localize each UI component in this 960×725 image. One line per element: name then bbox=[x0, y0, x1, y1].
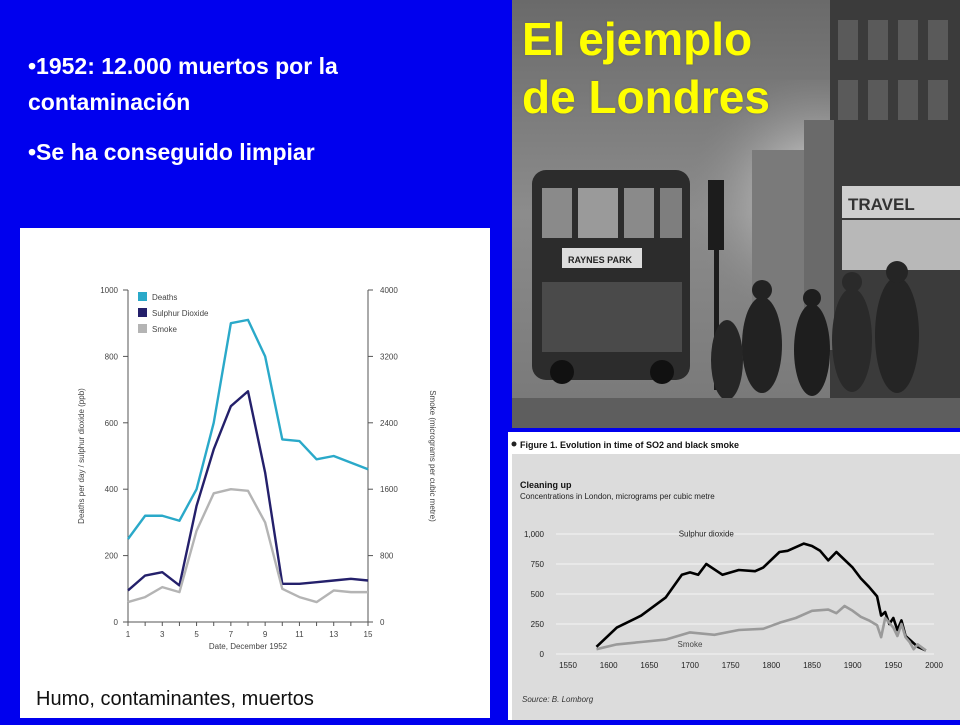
y-tick-label-right: 4000 bbox=[380, 286, 398, 295]
y-tick-label-right: 2400 bbox=[380, 419, 398, 428]
bullet-item: •Se ha conseguido limpiar bbox=[28, 139, 315, 165]
london-smog-photo: TRAVEL RAYNES PARK bbox=[512, 0, 960, 428]
legend-swatch bbox=[138, 324, 147, 333]
x-tick-label: 9 bbox=[263, 630, 268, 639]
y-tick-label: 0 bbox=[540, 650, 545, 659]
series-line-deaths bbox=[127, 318, 369, 540]
y-tick-label-left: 800 bbox=[105, 352, 119, 361]
legend-label: Deaths bbox=[152, 293, 177, 302]
y-tick-label: 250 bbox=[531, 620, 545, 629]
y-axis-label-left: Deaths per day / sulphur dioxide (ppb) bbox=[77, 388, 86, 524]
y-tick-label-right: 800 bbox=[380, 552, 394, 561]
chart-title: Cleaning up bbox=[520, 480, 572, 490]
bus-destination: RAYNES PARK bbox=[568, 255, 633, 265]
y-tick-label-left: 200 bbox=[105, 552, 119, 561]
x-tick-label: 1700 bbox=[681, 661, 699, 670]
travel-sign: TRAVEL bbox=[848, 195, 915, 214]
y-tick-label-left: 600 bbox=[105, 419, 119, 428]
legend-swatch bbox=[138, 292, 147, 301]
cleaning-up-chart-svg: Figure 1. Evolution in time of SO2 and b… bbox=[508, 432, 960, 720]
x-tick-label: 2000 bbox=[925, 661, 943, 670]
chart-subtitle: Concentrations in London, micrograms per… bbox=[520, 492, 715, 501]
y-tick-label-right: 1600 bbox=[380, 485, 398, 494]
x-tick-label: 13 bbox=[329, 630, 338, 639]
y-tick-label-left: 400 bbox=[105, 485, 119, 494]
legend-swatch bbox=[138, 308, 147, 317]
y-axis-label-right: Smoke (micrograms per cubic metre) bbox=[428, 390, 437, 522]
y-tick-label: 750 bbox=[531, 560, 545, 569]
chart-source: Source: B. Lomborg bbox=[522, 695, 594, 704]
x-tick-label: 11 bbox=[295, 630, 304, 639]
x-tick-label: 1800 bbox=[762, 661, 780, 670]
y-tick-label-right: 3200 bbox=[380, 352, 398, 361]
y-tick-label-left: 0 bbox=[114, 618, 119, 627]
legend-label: Sulphur Dioxide bbox=[152, 309, 209, 318]
x-tick-label: 1750 bbox=[722, 661, 740, 670]
chart-caption: Humo, contaminantes, muertos bbox=[36, 688, 314, 710]
y-tick-label: 500 bbox=[531, 590, 545, 599]
bullet-list: •1952: 12.000 muertos por la contaminaci… bbox=[28, 48, 498, 184]
y-tick-label: 1,000 bbox=[524, 530, 545, 539]
bullet-item: •1952: 12.000 muertos por la contaminaci… bbox=[28, 53, 338, 115]
december-1952-chart: 0 200 400 600 800 1000 0 800 1600 2400 3200 4000 1 3 5… bbox=[20, 228, 490, 718]
cleaning-up-chart: Figure 1. Evolution in time of SO2 and b… bbox=[508, 432, 960, 720]
x-axis-label: Date, December 1952 bbox=[209, 642, 288, 651]
series-line-smoke bbox=[127, 488, 368, 604]
x-tick-label: 7 bbox=[229, 630, 234, 639]
series-annotation: Smoke bbox=[678, 640, 703, 649]
x-tick-label: 1850 bbox=[803, 661, 821, 670]
legend-label: Smoke bbox=[152, 325, 177, 334]
y-tick-label-left: 1000 bbox=[100, 286, 118, 295]
x-tick-label: 1 bbox=[126, 630, 131, 639]
x-tick-label: 1950 bbox=[884, 661, 902, 670]
x-tick-label: 1550 bbox=[559, 661, 577, 670]
x-tick-label: 1650 bbox=[640, 661, 658, 670]
x-tick-label: 1900 bbox=[844, 661, 862, 670]
x-tick-label: 5 bbox=[194, 630, 199, 639]
chart2-panel bbox=[512, 454, 960, 720]
slide-title-line: El ejemplo bbox=[522, 13, 753, 65]
series-line-sulphur-dioxide bbox=[595, 542, 927, 652]
series-line-smoke bbox=[596, 604, 927, 652]
photo-illustration: TRAVEL RAYNES PARK bbox=[512, 0, 960, 428]
figure-title: Figure 1. Evolution in time of SO2 and b… bbox=[520, 440, 739, 450]
x-tick-label: 15 bbox=[364, 630, 373, 639]
series-annotation: Sulphur dioxide bbox=[679, 529, 735, 538]
figure-bullet bbox=[511, 441, 517, 447]
slide-title: El ejemplo de Londres bbox=[522, 10, 770, 126]
x-tick-label: 3 bbox=[160, 630, 165, 639]
series-line-sulphur-dioxide bbox=[127, 390, 369, 592]
x-tick-label: 1600 bbox=[600, 661, 618, 670]
slide-title-line: de Londres bbox=[522, 71, 770, 123]
y-tick-label-right: 0 bbox=[380, 618, 385, 627]
